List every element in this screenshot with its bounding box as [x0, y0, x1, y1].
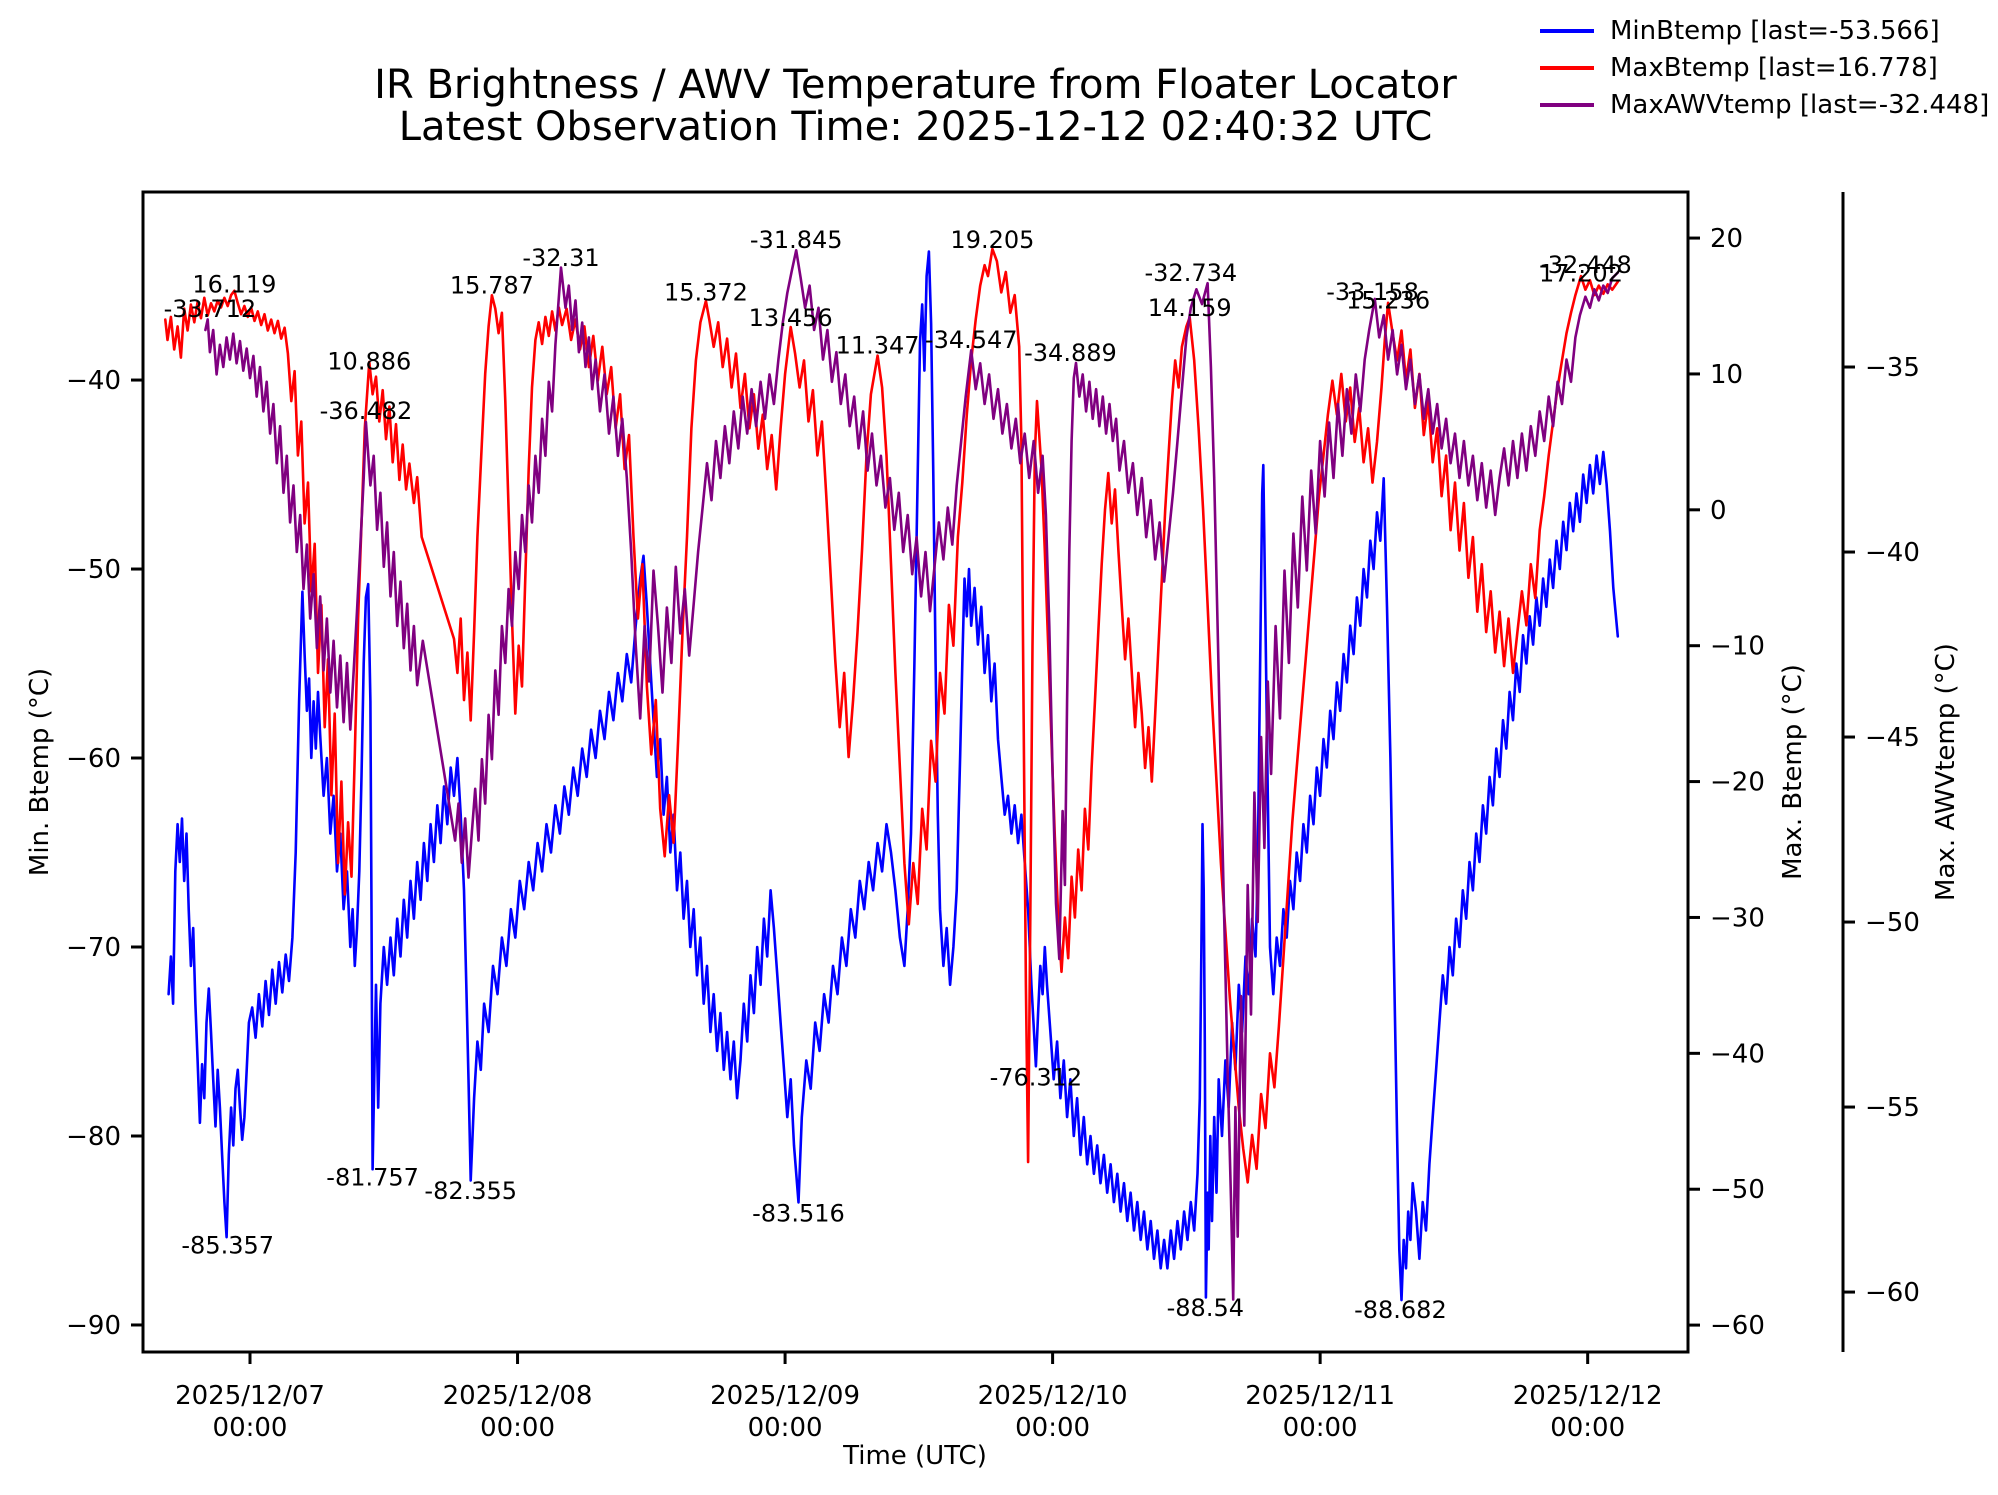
x-tick-label-time: 00:00	[1015, 1413, 1090, 1443]
y-right-tick-label: −50	[1710, 1175, 1765, 1205]
y-axis-label-max-awvtemp: Max. AWVtemp (°C)	[1931, 643, 1961, 901]
point-annotation: -34.547	[925, 326, 1018, 354]
legend-item-minbtemp: MinBtemp [last=-53.566]	[1540, 12, 1989, 49]
x-tick-label-date: 2025/12/10	[978, 1381, 1128, 1411]
y-axis-label-max-btemp: Max. Btemp (°C)	[1778, 664, 1808, 880]
y-left-tick-label: −50	[66, 555, 121, 585]
y-awv-tick-label: −60	[1865, 1278, 1920, 1308]
x-tick-label-date: 2025/12/07	[175, 1381, 325, 1411]
y-left-tick-label: −60	[66, 744, 121, 774]
y-left-tick-label: −80	[66, 1122, 121, 1152]
point-annotation: -32.448	[1539, 251, 1632, 279]
x-tick-label-date: 2025/12/12	[1513, 1381, 1663, 1411]
legend-label-minbtemp: MinBtemp [last=-53.566]	[1610, 15, 1940, 46]
maxawvtemp-line	[204, 249, 1620, 1301]
x-tick-label-date: 2025/12/09	[710, 1381, 860, 1411]
point-annotation: -36.482	[320, 397, 413, 425]
point-annotation: -85.357	[181, 1232, 274, 1260]
minbtemp-line	[167, 250, 1620, 1302]
y-right-tick-label: −60	[1710, 1311, 1765, 1341]
point-annotation: -83.516	[752, 1199, 845, 1227]
y-right-tick-label: −20	[1710, 768, 1765, 798]
point-annotation: -33.712	[164, 295, 257, 323]
point-annotation: -76.312	[990, 1063, 1083, 1091]
point-annotation: -32.31	[522, 244, 599, 272]
y-left-tick-label: −40	[66, 366, 121, 396]
point-annotation: -31.845	[750, 226, 843, 254]
point-annotation: 17.202	[1539, 259, 1623, 287]
y-right-tick-label: 20	[1710, 224, 1743, 254]
x-tick-label-time: 00:00	[480, 1413, 555, 1443]
point-annotation: 15.372	[664, 278, 748, 306]
legend-label-maxbtemp: MaxBtemp [last=16.778]	[1610, 52, 1938, 83]
chart-title-block: IR Brightness / AWV Temperature from Flo…	[143, 64, 1688, 148]
legend-label-maxawvtemp: MaxAWVtemp [last=-32.448]	[1610, 89, 1990, 120]
y-right-tick-label: 0	[1710, 496, 1727, 526]
minbtemp-line-swatch-icon	[1540, 28, 1594, 33]
point-annotation: 10.886	[327, 348, 411, 376]
y-awv-tick-label: −50	[1865, 908, 1920, 938]
x-tick-label-time: 00:00	[213, 1413, 288, 1443]
point-annotation: -81.757	[326, 1164, 419, 1192]
legend-item-maxbtemp: MaxBtemp [last=16.778]	[1540, 49, 1989, 86]
point-annotation: 19.205	[950, 226, 1034, 254]
point-annotation: -82.355	[424, 1177, 517, 1205]
maxbtemp-line	[164, 247, 1620, 1184]
point-annotation: 15.787	[450, 272, 534, 300]
x-tick-label-time: 00:00	[1283, 1413, 1358, 1443]
x-tick-label-time: 00:00	[1550, 1413, 1625, 1443]
y-awv-tick-label: −35	[1865, 353, 1920, 383]
point-annotation: 16.119	[192, 270, 276, 298]
y-left-tick-label: −90	[66, 1311, 121, 1341]
x-tick-label-date: 2025/12/08	[443, 1381, 593, 1411]
point-annotation: 11.347	[836, 331, 920, 359]
x-tick-label-time: 00:00	[748, 1413, 823, 1443]
legend-item-maxawvtemp: MaxAWVtemp [last=-32.448]	[1540, 86, 1989, 123]
y-right-tick-label: −10	[1710, 632, 1765, 662]
point-annotation: -88.54	[1167, 1294, 1244, 1322]
legend: MinBtemp [last=-53.566] MaxBtemp [last=1…	[1540, 12, 1989, 123]
chart-subtitle: Latest Observation Time: 2025-12-12 02:4…	[398, 104, 1433, 150]
y-awv-tick-label: −55	[1865, 1093, 1920, 1123]
y-right-tick-label: −30	[1710, 903, 1765, 933]
y-axis-label-min-btemp: Min. Btemp (°C)	[25, 667, 55, 877]
point-annotation: 15.236	[1346, 287, 1430, 315]
chart-title: IR Brightness / AWV Temperature from Flo…	[374, 62, 1457, 108]
plot-border	[141, 190, 1690, 1354]
y-left-tick-label: −70	[66, 933, 121, 963]
y-right-tick-label: 10	[1710, 360, 1743, 390]
x-tick-label-date: 2025/12/11	[1245, 1381, 1395, 1411]
y-awv-tick-label: −45	[1865, 723, 1920, 753]
point-annotation: 14.159	[1148, 294, 1232, 322]
point-annotation: 13.456	[749, 304, 833, 332]
point-annotation: -33.158	[1326, 278, 1419, 306]
series-group	[164, 247, 1620, 1302]
x-axis-label: Time (UTC)	[843, 1441, 987, 1471]
point-annotation: -88.682	[1354, 1296, 1447, 1324]
maxbtemp-line-swatch-icon	[1540, 65, 1594, 70]
y-awv-tick-label: −40	[1865, 538, 1920, 568]
maxawvtemp-line-swatch-icon	[1540, 102, 1594, 107]
point-annotation: -34.889	[1024, 339, 1117, 367]
y-right-tick-label: −40	[1710, 1039, 1765, 1069]
point-annotation: -32.734	[1145, 259, 1238, 287]
